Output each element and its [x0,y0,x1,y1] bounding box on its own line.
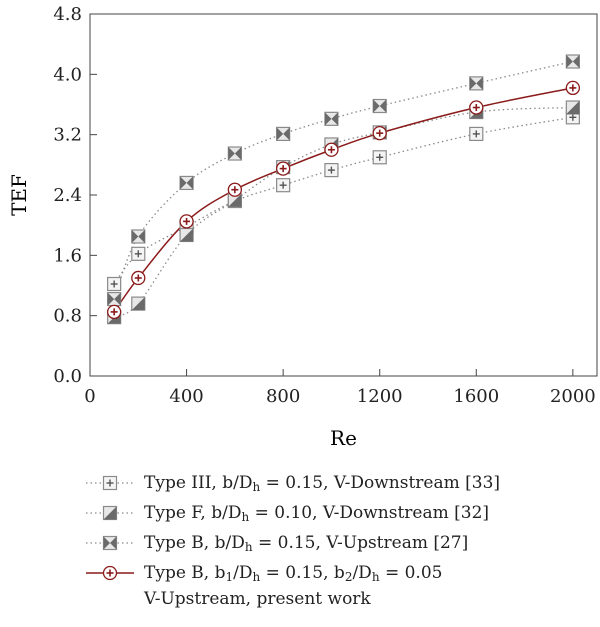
legend-label-part: = 0.15, b [260,563,345,583]
data-point-s3-7 [372,98,387,114]
y-tick-label: 4.0 [53,64,82,85]
data-point-s4-2 [131,270,146,286]
legend: Type III, b/Dh = 0.15, V-Downstream [33]… [84,468,594,610]
legend-item-3: Type B, b/Dh = 0.15, V-Upstream [27] [84,528,594,558]
legend-label-part: Type III, b/D [144,473,253,493]
legend-item-2: Type F, b/Dh = 0.10, V-Downstream [32] [84,498,594,528]
x-axis-label: Re [330,426,357,450]
legend-label-part: Type F, b/D [144,503,242,523]
data-point-s3-3 [179,175,194,191]
data-point-s4-4 [227,182,243,197]
y-tick-label: 4.8 [53,4,82,25]
data-point-s2-4 [227,193,242,208]
data-point-s4-9 [565,80,581,96]
legend-swatch-2 [86,505,134,521]
data-point-s3-1 [107,291,122,307]
data-point-s1-6 [324,163,339,178]
x-tick-label: 1600 [453,386,499,407]
y-tick-label: 3.2 [53,125,82,146]
data-point-s4-6 [324,142,339,157]
legend-swatch-4 [86,565,134,581]
x-tick-label: 0 [84,386,95,407]
series-group [106,54,581,325]
legend-swatch-3 [86,535,134,551]
data-point-s1-7 [372,150,387,165]
data-point-s3-6 [324,111,339,126]
data-point-s4-5 [275,161,291,176]
legend-label-part: = 0.15, V-Downstream [33] [260,473,501,493]
legend-marker-2 [102,505,118,521]
legend-label-3: Type B, b/Dh = 0.15, V-Upstream [27] [144,528,468,562]
legend-label-part: h [371,570,380,584]
legend-label-line2: V-Upstream, present work [144,589,371,609]
data-point-s4-3 [179,214,194,229]
data-point-s3-4 [227,146,242,161]
data-point-s1-1 [107,276,122,292]
legend-label-4: Type B, b1/Dh = 0.15, b2/Dh = 0.05 V-Upst… [144,562,442,610]
legend-label-part: h [252,480,261,494]
legend-marker-4 [102,565,118,581]
y-axis-label: TEF [7,174,31,216]
data-point-s1-5 [276,178,291,193]
y-tick-label: 2.4 [53,185,82,206]
axis-ticks: 0 400 800 1200 1600 2000 0.0 0.8 1.6 2.4 3.2 4.0 4.8 [53,4,595,407]
plot-area [89,13,598,377]
legend-label-part: /D [233,563,253,583]
legend-label-1: Type III, b/Dh = 0.15, V-Downstream [33] [144,468,500,502]
legend-label-part: 2 [344,570,353,584]
data-point-s2-9 [565,100,580,115]
data-point-s1-8 [469,126,484,142]
x-tick-label: 800 [266,386,300,407]
data-point-s3-9 [565,54,580,69]
legend-label-2: Type F, b/Dh = 0.10, V-Downstream [32] [144,498,489,532]
x-tick-label: 400 [169,386,203,407]
data-point-s4-8 [469,100,484,115]
legend-item-4: Type B, b1/Dh = 0.15, b2/Dh = 0.05 V-Upst… [84,558,594,610]
data-point-s3-2 [131,229,146,244]
legend-label-part: Type B, b [144,563,226,583]
legend-swatch-1 [86,475,134,491]
legend-label-part: h [244,540,253,554]
legend-marker-3 [102,535,118,551]
series-line-1 [113,116,573,285]
y-tick-label: 1.6 [53,245,82,266]
legend-label-part: Type B, b/D [144,533,245,553]
legend-marker-1 [102,475,118,491]
x-tick-label: 1200 [357,386,403,407]
y-tick-label: 0.8 [53,306,82,327]
x-tick-label: 2000 [550,386,596,407]
data-point-s4-1 [106,304,122,320]
legend-item-1: Type III, b/Dh = 0.15, V-Downstream [33] [84,468,594,498]
data-point-s4-7 [372,126,387,141]
legend-label-part: = 0.15, V-Upstream [27] [252,533,469,553]
legend-label-part: h [252,570,261,584]
legend-label-part: = 0.05 [379,563,443,583]
legend-label-part: /D [352,563,372,583]
data-point-s2-2 [131,296,146,311]
legend-label-part: h [241,510,250,524]
legend-label-part: 1 [225,570,234,584]
data-point-s2-3 [179,227,194,243]
data-point-s3-8 [469,76,484,91]
series-line-4 [113,87,574,313]
y-tick-label: 0.0 [53,366,82,387]
data-point-s1-2 [131,246,146,261]
chart: 0 400 800 1200 1600 2000 0.0 0.8 1.6 2.4 3.2 4.0 4.8… [7,4,598,450]
legend-label-part: = 0.10, V-Downstream [32] [249,503,490,523]
data-point-s3-5 [276,126,291,142]
series-line-2 [113,106,573,318]
